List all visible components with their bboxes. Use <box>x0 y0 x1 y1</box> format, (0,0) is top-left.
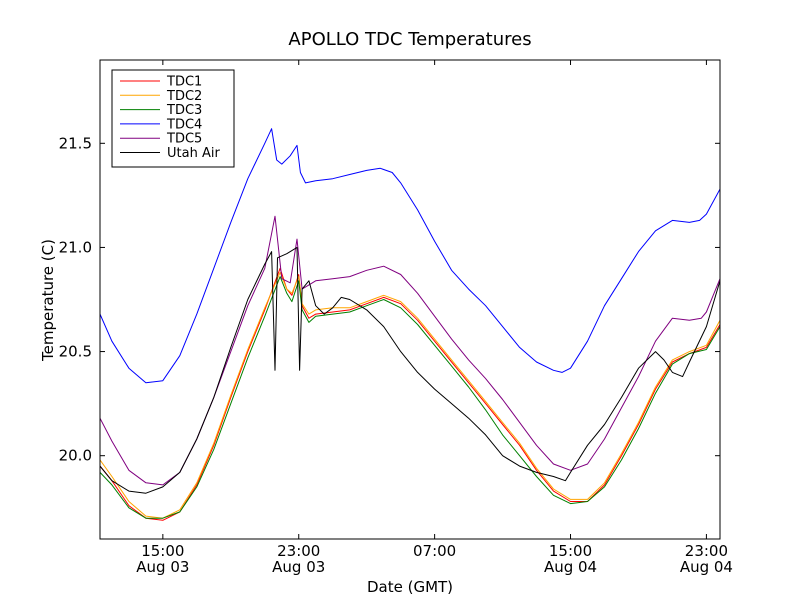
series-line-tdc2 <box>100 271 720 519</box>
y-tick-label: 21.0 <box>59 238 92 256</box>
series-line-tdc4 <box>100 128 720 384</box>
legend-label-tdc5: TDC5 <box>166 132 202 147</box>
y-axis-label: Temperature (C) <box>39 239 57 362</box>
plot-frame <box>99 59 721 540</box>
x-tick-label: 07:00 <box>413 542 456 560</box>
x-tick-date-label: Aug 03 <box>272 558 325 576</box>
x-tick-label: 15:00 <box>549 542 592 560</box>
series-line-utah-air <box>100 246 720 494</box>
x-tick-label: 15:00 <box>141 542 184 560</box>
x-tick-label: 23:00 <box>685 542 728 560</box>
legend-box <box>111 69 235 168</box>
x-tick-date-label: Aug 04 <box>544 558 597 576</box>
y-tick-label: 20.5 <box>59 343 92 361</box>
y-tick-label: 20.0 <box>59 447 92 465</box>
legend-label-tdc2: TDC2 <box>166 89 202 104</box>
legend-label-utah-air: Utah Air <box>167 146 220 161</box>
series-line-tdc3 <box>100 276 720 519</box>
x-tick-date-label: Aug 03 <box>136 558 189 576</box>
chart-title: APOLLO TDC Temperatures <box>288 29 531 50</box>
y-axis: 20.0 20.5 21.0 21.5 <box>59 134 720 465</box>
x-tick-label: 23:00 <box>277 542 320 560</box>
legend-label-tdc3: TDC3 <box>166 103 202 118</box>
series-line-tdc1 <box>100 267 720 521</box>
legend-label-tdc1: TDC1 <box>166 75 202 90</box>
x-axis-label: Date (GMT) <box>367 578 453 596</box>
legend-label-tdc4: TDC4 <box>166 117 202 132</box>
series-layer <box>100 128 720 521</box>
x-tick-date-label: Aug 04 <box>680 558 733 576</box>
y-tick-label: 21.5 <box>59 134 92 152</box>
